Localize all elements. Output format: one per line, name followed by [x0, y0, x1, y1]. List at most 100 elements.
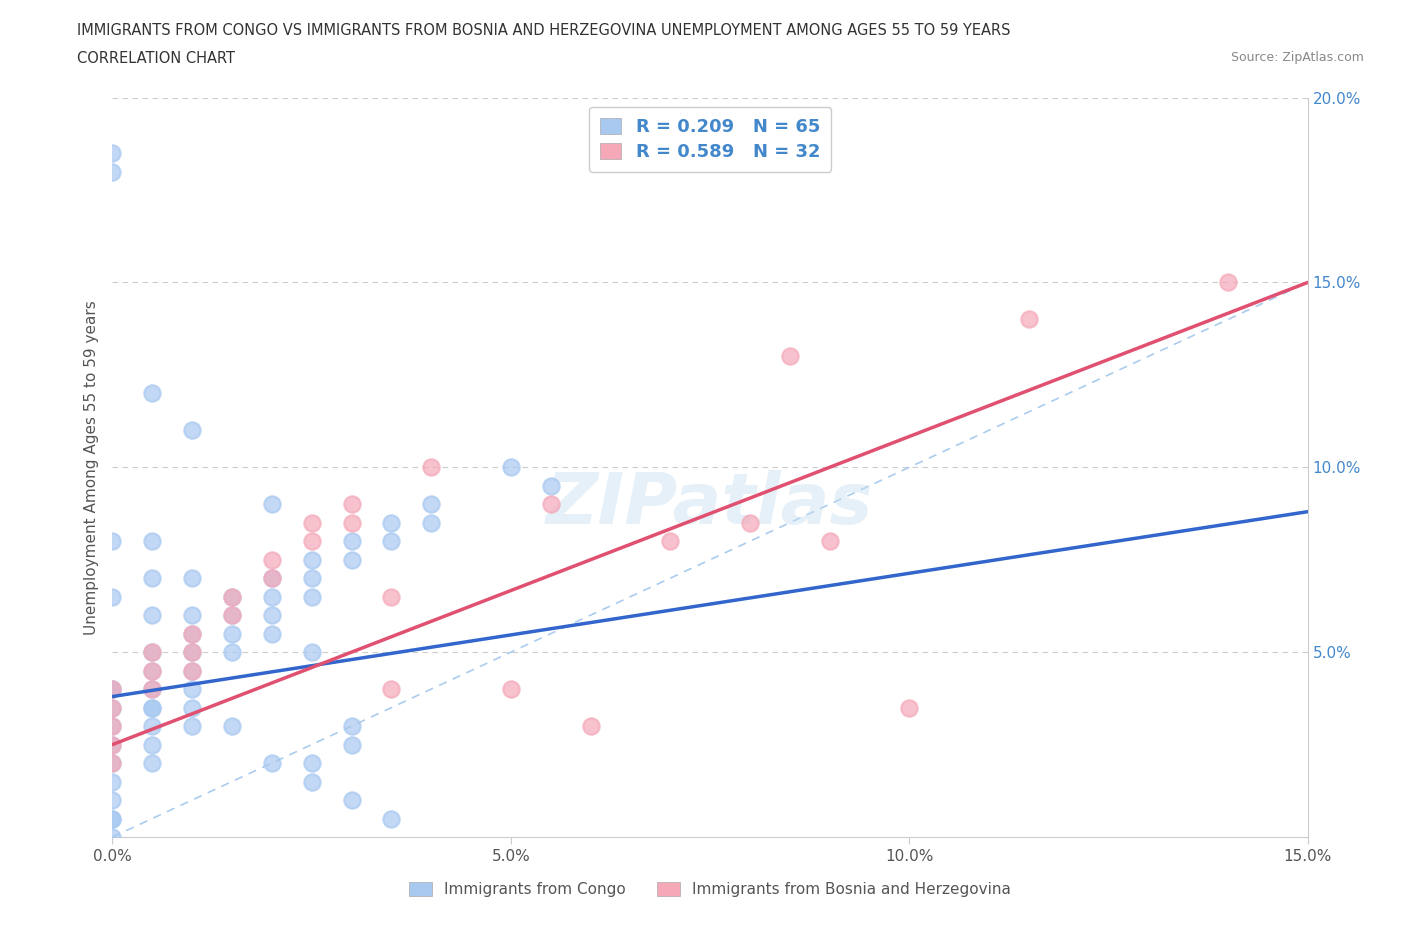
Point	[779, 349, 801, 364]
Point	[260, 497, 283, 512]
Point	[181, 608, 204, 623]
Point	[181, 644, 204, 659]
Point	[101, 700, 124, 715]
Point	[1216, 275, 1239, 290]
Point	[141, 663, 163, 678]
Point	[141, 755, 163, 770]
Point	[101, 811, 124, 826]
Point	[738, 515, 761, 530]
Point	[818, 534, 841, 549]
Point	[1018, 312, 1040, 326]
Point	[101, 755, 124, 770]
Point	[181, 663, 204, 678]
Point	[101, 590, 124, 604]
Point	[101, 700, 124, 715]
Point	[181, 423, 204, 438]
Text: IMMIGRANTS FROM CONGO VS IMMIGRANTS FROM BOSNIA AND HERZEGOVINA UNEMPLOYMENT AMO: IMMIGRANTS FROM CONGO VS IMMIGRANTS FROM…	[77, 23, 1011, 38]
Point	[301, 644, 323, 659]
Point	[181, 700, 204, 715]
Text: Source: ZipAtlas.com: Source: ZipAtlas.com	[1230, 51, 1364, 64]
Point	[260, 571, 283, 586]
Point	[101, 830, 124, 844]
Point	[540, 497, 562, 512]
Point	[221, 626, 243, 641]
Point	[301, 774, 323, 789]
Point	[181, 719, 204, 734]
Point	[221, 719, 243, 734]
Point	[380, 515, 402, 530]
Point	[141, 644, 163, 659]
Point	[141, 700, 163, 715]
Point	[260, 755, 283, 770]
Point	[340, 534, 363, 549]
Point	[260, 571, 283, 586]
Point	[101, 164, 124, 179]
Point	[101, 682, 124, 697]
Point	[301, 590, 323, 604]
Point	[301, 552, 323, 567]
Point	[659, 534, 682, 549]
Point	[101, 534, 124, 549]
Point	[260, 552, 283, 567]
Point	[301, 515, 323, 530]
Point	[141, 386, 163, 401]
Point	[340, 719, 363, 734]
Point	[101, 146, 124, 161]
Point	[181, 682, 204, 697]
Point	[101, 792, 124, 807]
Point	[499, 682, 522, 697]
Point	[141, 663, 163, 678]
Point	[101, 737, 124, 752]
Point	[221, 608, 243, 623]
Point	[181, 571, 204, 586]
Point	[141, 644, 163, 659]
Point	[260, 608, 283, 623]
Point	[181, 626, 204, 641]
Point	[141, 682, 163, 697]
Point	[301, 534, 323, 549]
Point	[141, 682, 163, 697]
Point	[340, 737, 363, 752]
Point	[221, 644, 243, 659]
Point	[579, 719, 602, 734]
Point	[380, 682, 402, 697]
Point	[221, 590, 243, 604]
Point	[141, 719, 163, 734]
Point	[141, 608, 163, 623]
Text: ZIPatlas: ZIPatlas	[547, 470, 873, 538]
Point	[101, 719, 124, 734]
Point	[181, 644, 204, 659]
Point	[101, 755, 124, 770]
Point	[141, 534, 163, 549]
Point	[101, 737, 124, 752]
Text: CORRELATION CHART: CORRELATION CHART	[77, 51, 235, 66]
Point	[340, 515, 363, 530]
Point	[301, 755, 323, 770]
Point	[340, 552, 363, 567]
Legend: Immigrants from Congo, Immigrants from Bosnia and Herzegovina: Immigrants from Congo, Immigrants from B…	[404, 876, 1017, 903]
Point	[301, 571, 323, 586]
Point	[380, 534, 402, 549]
Point	[420, 497, 443, 512]
Point	[420, 515, 443, 530]
Y-axis label: Unemployment Among Ages 55 to 59 years: Unemployment Among Ages 55 to 59 years	[83, 300, 98, 634]
Point	[101, 682, 124, 697]
Point	[898, 700, 921, 715]
Point	[260, 626, 283, 641]
Point	[101, 719, 124, 734]
Point	[499, 459, 522, 474]
Point	[141, 700, 163, 715]
Point	[141, 571, 163, 586]
Point	[340, 497, 363, 512]
Point	[260, 590, 283, 604]
Point	[141, 737, 163, 752]
Point	[101, 774, 124, 789]
Point	[380, 811, 402, 826]
Point	[420, 459, 443, 474]
Point	[380, 590, 402, 604]
Point	[101, 682, 124, 697]
Point	[101, 811, 124, 826]
Point	[181, 663, 204, 678]
Point	[221, 590, 243, 604]
Point	[221, 608, 243, 623]
